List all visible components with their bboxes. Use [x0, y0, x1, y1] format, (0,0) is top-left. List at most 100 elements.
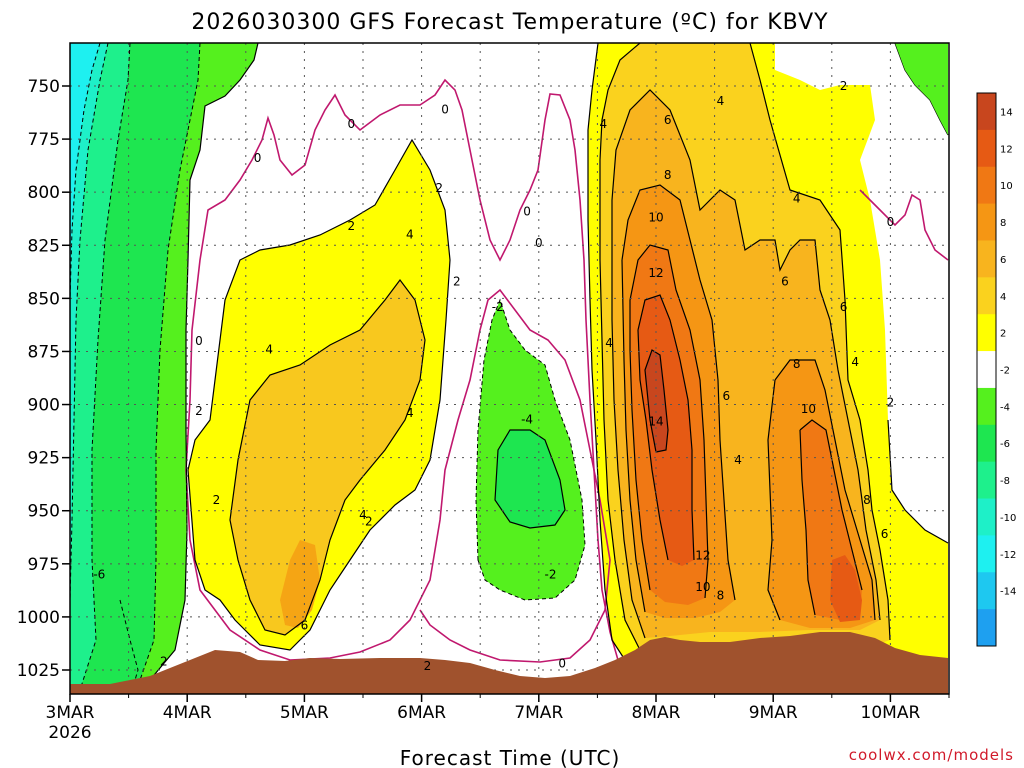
contour-label: 2: [160, 655, 168, 669]
x-tick-label: 9MAR: [749, 703, 798, 723]
contour-plume2-8: [621, 184, 876, 621]
plot-frame: [69, 42, 950, 695]
contour-label: 10: [648, 211, 663, 225]
colorbar-swatch: [977, 424, 996, 463]
contour-plume2-10: [629, 244, 863, 616]
colorbar-tick-label: -6: [1000, 439, 1010, 450]
colorbar-tick-label: -10: [1000, 513, 1016, 524]
contour-label: 4: [359, 508, 367, 522]
colorbar-swatch: [977, 535, 996, 573]
band-minus6-left: [70, 43, 130, 694]
contour-label: 2: [347, 219, 355, 233]
y-tick-label: 850: [28, 289, 60, 309]
y-tick-label: 750: [28, 77, 60, 97]
contour-label: 2: [213, 493, 221, 507]
contour-label: 8: [793, 357, 801, 371]
band-minus4-mid: [495, 430, 565, 528]
y-tick-label: 950: [28, 502, 60, 522]
contour-plume1-inner: [229, 279, 426, 636]
y-tick-label: 825: [28, 236, 60, 256]
credit-text: coolwx.com/models: [849, 746, 1014, 764]
colorbar: 14 12 10 8 6 4 2 -2 -4 -6 -8 -10 -12 -14: [976, 92, 1016, 647]
colorbar-tick-label: 14: [1000, 107, 1013, 118]
colorbar-frame: [976, 92, 997, 647]
y-tick-label: 875: [28, 342, 60, 362]
colorbar-swatch: [977, 314, 996, 352]
contour-plume1: [187, 138, 451, 651]
colorbar-swatch: [977, 572, 996, 610]
contour-label: -2: [545, 567, 557, 581]
contour-label: 4: [717, 94, 725, 108]
contour-label: 0: [523, 204, 531, 218]
ground-terrain: [70, 632, 948, 694]
plot-area: 00000000-2-2-4-6222222222244444444446666…: [70, 43, 949, 694]
colorbar-swatch: [977, 498, 996, 536]
x-tick-label: 10MAR: [861, 703, 921, 723]
contour-label: 12: [695, 548, 710, 562]
contour-dashed-c: [70, 43, 109, 601]
x-tick-label: 5MAR: [280, 703, 329, 723]
contour-label: 0: [347, 117, 355, 131]
contour-label: 0: [558, 657, 566, 671]
colorbar-swatch: [977, 351, 996, 389]
contour-label: 12: [648, 266, 663, 280]
y-tick-label: 1025: [17, 661, 60, 681]
contour-label: -2: [492, 300, 504, 314]
colorbar-tick-label: -14: [1000, 587, 1016, 598]
colorbar-tick-label: 4: [1000, 292, 1006, 303]
colorbar-swatch: [977, 166, 996, 205]
contour-label: 0: [535, 236, 543, 250]
contour-label: 2: [453, 274, 461, 288]
colorbar-swatch: [977, 387, 996, 426]
band-minus10-left: [70, 43, 100, 300]
y-tick-label: 925: [28, 449, 60, 469]
x-axis: 3MAR 4MAR 5MAR 6MAR 7MAR 8MAR 9MAR 10MAR: [46, 694, 950, 723]
colorbar-tick-label: 6: [1000, 255, 1006, 266]
contour-label: 2: [840, 79, 848, 93]
contour-label: 10: [801, 402, 816, 416]
colorbar-swatch: [977, 129, 996, 168]
contour-dashed-e: [119, 599, 139, 691]
colorbar-swatch: [977, 609, 996, 647]
x-tick-label: 8MAR: [632, 703, 681, 723]
colorbar-swatch: [977, 240, 996, 278]
contour-label: 0: [254, 151, 262, 165]
contour-plume2-6: [611, 89, 881, 639]
contour-label: 4: [265, 342, 273, 356]
contour-label: 10: [695, 580, 710, 594]
colorbar-swatch: [977, 277, 996, 315]
x-axis-label: Forecast Time (UTC): [400, 746, 621, 768]
colorbar-tick-label: -2: [1000, 366, 1010, 377]
contour-label: 6: [301, 618, 309, 632]
contour-plume2: [587, 43, 626, 661]
contour-left-2: [149, 43, 259, 681]
contour-label: 4: [406, 228, 414, 242]
contour-dashed-d: [70, 43, 101, 301]
contour-label: 2: [887, 395, 895, 409]
contour-label: 2: [195, 404, 203, 418]
contour-label: -4: [521, 412, 533, 426]
contour-label: 6: [664, 113, 672, 127]
contour-label: 0: [441, 102, 449, 116]
contour-label: -6: [93, 567, 105, 581]
contour-right-2: [887, 419, 949, 544]
band-12-second: [638, 295, 862, 622]
contour-dashed-lines: [70, 43, 586, 691]
contour-label: 2: [435, 181, 443, 195]
contour-dashed-a: [139, 43, 201, 681]
contour-zero-a: [185, 78, 623, 694]
contour-label: 0: [887, 215, 895, 229]
contour-label: 6: [840, 300, 848, 314]
contour-label: 4: [406, 406, 414, 420]
contour-label: 2: [365, 514, 373, 528]
colorbar-tick-label: 2: [1000, 329, 1006, 340]
colorbar-tick-label: 10: [1000, 181, 1013, 192]
colorbar-swatch: [977, 203, 996, 241]
contour-dashed-f: [475, 298, 586, 601]
colorbar-tick-label: -4: [1000, 402, 1010, 413]
contour-label: 4: [599, 117, 607, 131]
contour-label: 6: [781, 274, 789, 288]
colorbar-tick-label: -8: [1000, 476, 1010, 487]
y-tick-label: 1000: [17, 608, 60, 628]
